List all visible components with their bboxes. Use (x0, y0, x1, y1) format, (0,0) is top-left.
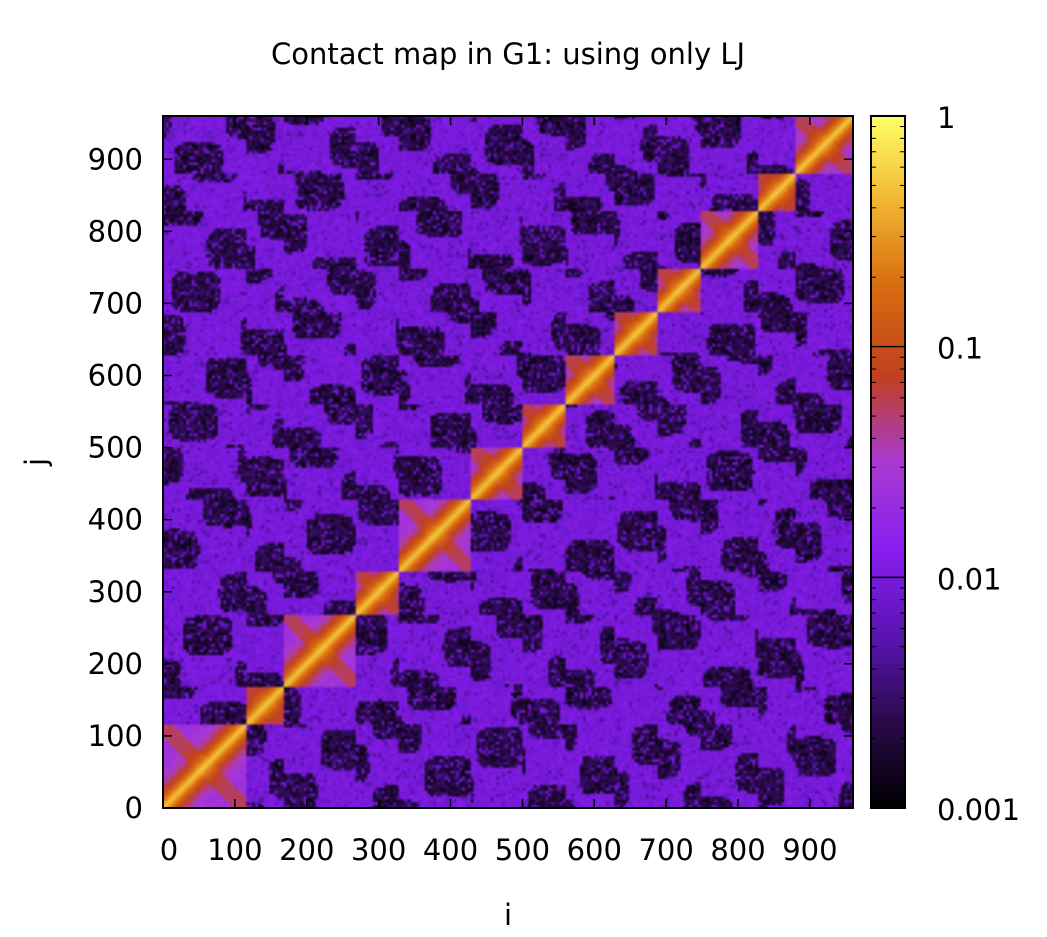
y-tick-label: 800 (88, 214, 143, 248)
y-tick-label: 0 (125, 791, 143, 825)
y-tick-label: 500 (88, 431, 143, 465)
x-tick-label: 300 (351, 833, 406, 867)
plot-frame (162, 115, 854, 809)
x-tick-label: 700 (638, 833, 693, 867)
y-tick-label: 900 (88, 142, 143, 176)
x-tick-label: 100 (207, 833, 262, 867)
heatmap-image (163, 116, 853, 808)
colorbar-tick-label: 0.1 (937, 332, 983, 366)
colorbar-tick-label: 0.01 (937, 562, 1002, 596)
heatmap-area (163, 116, 853, 808)
x-tick-label: 400 (423, 833, 478, 867)
x-tick-label: 900 (782, 833, 837, 867)
y-tick-label: 100 (88, 719, 143, 753)
chart-title: Contact map in G1: using only LJ (271, 37, 745, 71)
y-tick-label: 400 (88, 503, 143, 537)
axes: 0 100 200 300 400 500 600 700 800 900 0 100 200 300 40… (88, 115, 854, 867)
y-tick-label: 600 (88, 359, 143, 393)
colorbar-tick-label: 0.001 (937, 793, 1020, 827)
x-tick-label: 600 (567, 833, 622, 867)
x-tick-label: 800 (710, 833, 765, 867)
colorbar-gradient (870, 115, 906, 809)
colorbar-tick-label: 1 (937, 101, 955, 135)
x-tick-label: 0 (160, 833, 178, 867)
y-tick-label: 200 (88, 647, 143, 681)
colorbar: 0.001 0.01 0.1 1 (870, 101, 1020, 827)
x-axis-label: i (504, 898, 512, 932)
y-tick-label: 700 (88, 286, 143, 320)
y-axis-label: j (19, 458, 53, 467)
y-tick-label: 300 (88, 575, 143, 609)
x-tick-label: 500 (495, 833, 550, 867)
x-tick-label: 200 (279, 833, 334, 867)
